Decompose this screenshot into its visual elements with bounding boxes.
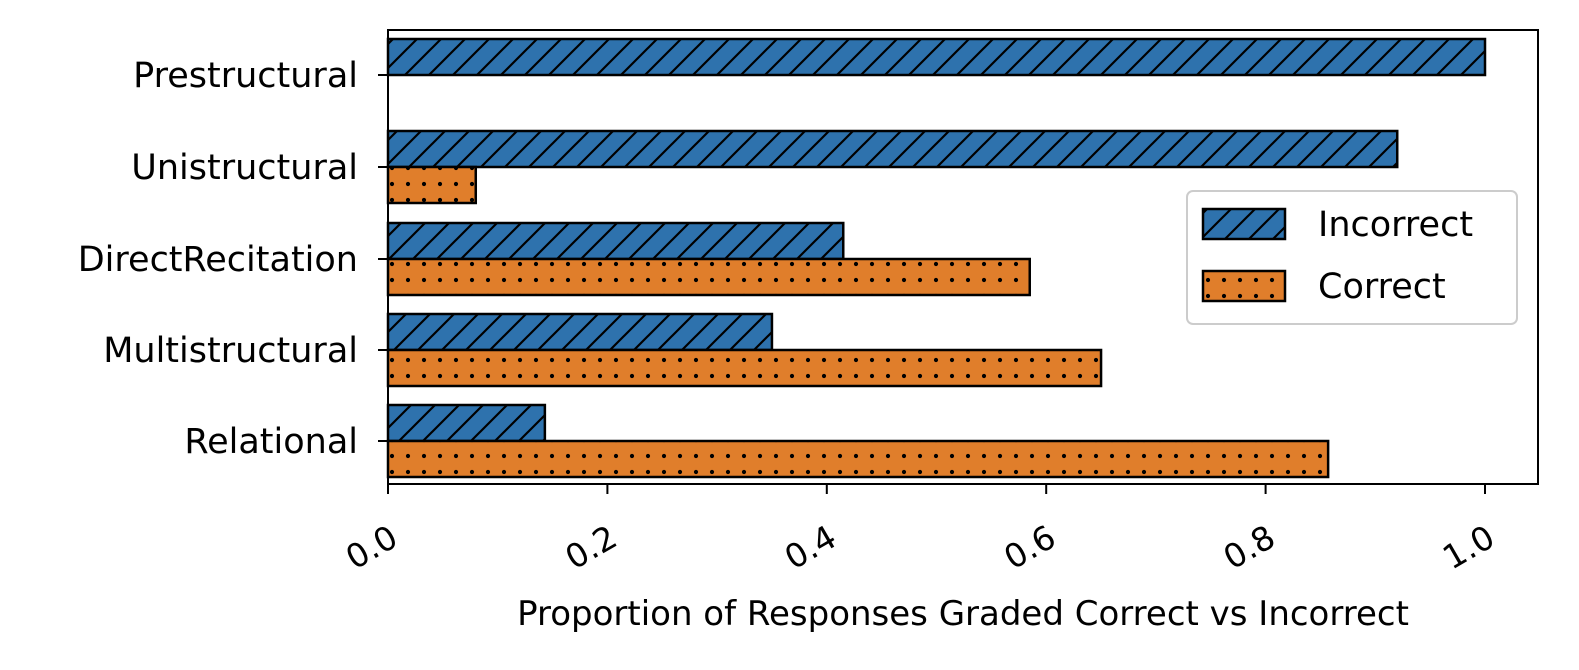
x-axis: 0.0 0.2 0.4 0.6 0.8 1.0 xyxy=(339,484,1501,577)
bar-incorrect-directrecitation xyxy=(386,221,845,261)
legend-swatch-incorrect xyxy=(1201,207,1287,241)
bar-correct-unistructural xyxy=(386,165,478,205)
x-tick-label: 0.2 xyxy=(558,517,623,577)
bar-correct-relational xyxy=(386,439,1330,479)
x-tick-label: 0.4 xyxy=(778,517,843,577)
category-label: Unistructural xyxy=(131,148,358,188)
legend-label-incorrect: Incorrect xyxy=(1318,205,1473,245)
x-tick-label: 1.0 xyxy=(1436,517,1501,577)
x-tick-label: 0.0 xyxy=(339,517,404,577)
category-label: DirectRecitation xyxy=(78,240,358,280)
x-tick-label: 0.8 xyxy=(1217,517,1282,577)
bar-incorrect-relational xyxy=(386,403,547,443)
x-tick-label: 0.6 xyxy=(997,517,1062,577)
category-label: Multistructural xyxy=(103,331,358,371)
legend-swatch-correct xyxy=(1201,269,1287,303)
x-axis-title: Proportion of Responses Graded Correct v… xyxy=(517,594,1409,634)
y-axis: Prestructural Unistructural DirectRecitati… xyxy=(78,56,388,462)
category-label: Relational xyxy=(184,422,358,462)
legend: Incorrect Correct xyxy=(1186,190,1518,325)
bar-correct-multistructural xyxy=(386,348,1103,388)
bars-group xyxy=(386,37,1487,479)
legend-label-correct: Correct xyxy=(1318,267,1446,307)
bar-incorrect-multistructural xyxy=(386,312,774,352)
bar-incorrect-prestructural xyxy=(386,37,1487,77)
bar-incorrect-unistructural xyxy=(386,129,1399,169)
bar-correct-directrecitation xyxy=(386,257,1031,297)
category-label: Prestructural xyxy=(133,56,358,96)
